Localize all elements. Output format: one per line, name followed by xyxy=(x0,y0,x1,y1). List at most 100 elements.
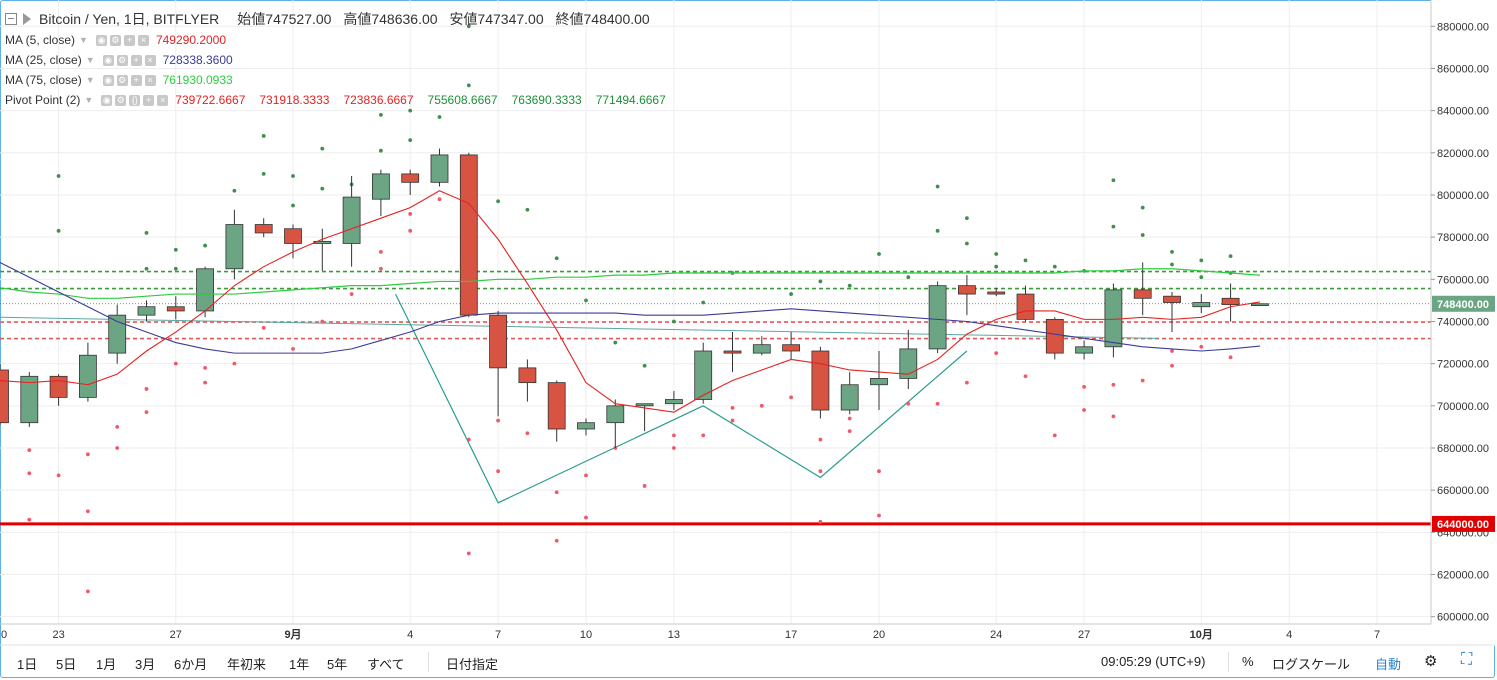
candle[interactable] xyxy=(1045,317,1064,360)
chevron-down-icon[interactable]: ▼ xyxy=(85,55,95,65)
level-label: 644000.00 xyxy=(1437,519,1489,531)
candle[interactable] xyxy=(782,332,800,360)
eye-icon[interactable]: ◉ xyxy=(95,34,107,46)
candle[interactable] xyxy=(928,281,947,354)
candle[interactable] xyxy=(958,275,976,316)
pivot-dot xyxy=(144,410,149,415)
candle[interactable] xyxy=(1221,283,1240,322)
range-1d-button[interactable]: 1日 xyxy=(17,657,38,672)
pivot-dot xyxy=(965,216,969,221)
legend-pivot: Pivot Point (2) ▼ ◉ ⚙{} + × 739722.6667 731… xyxy=(5,93,676,107)
pivot-dot xyxy=(613,340,618,345)
candle[interactable] xyxy=(371,169,390,217)
close-icon[interactable]: × xyxy=(144,74,156,86)
pivot-dot xyxy=(320,186,325,191)
candle[interactable] xyxy=(49,374,68,406)
collapse-icon[interactable] xyxy=(5,13,17,25)
candle[interactable] xyxy=(313,228,332,271)
eye-icon[interactable]: ◉ xyxy=(101,94,113,106)
plus-icon[interactable]: + xyxy=(130,54,142,66)
candle[interactable] xyxy=(20,372,39,427)
candle[interactable] xyxy=(987,287,1006,297)
candle[interactable] xyxy=(1016,285,1035,322)
candle[interactable] xyxy=(518,359,537,402)
range-3m-button[interactable]: 3月 xyxy=(135,657,156,672)
candle[interactable] xyxy=(79,342,97,402)
candle[interactable] xyxy=(225,209,244,280)
plus-icon[interactable]: + xyxy=(130,74,142,86)
plus-icon[interactable]: + xyxy=(123,34,135,46)
candle[interactable] xyxy=(1163,291,1181,333)
candle[interactable] xyxy=(840,372,859,415)
candle[interactable] xyxy=(870,351,888,411)
range-ytd-button[interactable]: 年初来 xyxy=(227,657,267,672)
pivot-dot xyxy=(144,231,149,235)
zigzag-line[interactable] xyxy=(395,293,968,504)
range-5d-button[interactable]: 5日 xyxy=(56,657,77,672)
candle[interactable] xyxy=(137,300,156,322)
eye-icon[interactable]: ◉ xyxy=(102,74,114,86)
price-chart[interactable]: 600000.00620000.00640000.00660000.006800… xyxy=(0,0,1497,646)
candles[interactable] xyxy=(0,148,1269,448)
legend-value: 731918.3333 xyxy=(259,93,330,107)
range-1m-button[interactable]: 1月 xyxy=(96,657,117,672)
candle[interactable] xyxy=(606,399,625,448)
gear-icon[interactable]: ⚙ xyxy=(109,34,121,46)
eye-icon[interactable]: ◉ xyxy=(102,54,114,66)
candle[interactable] xyxy=(489,310,508,417)
candle[interactable] xyxy=(1075,340,1093,360)
fullscreen-icon[interactable]: ⛶ xyxy=(1461,651,1473,668)
trend-line[interactable] xyxy=(395,293,968,504)
chevron-down-icon[interactable]: ▼ xyxy=(84,95,94,105)
candle[interactable] xyxy=(401,169,420,195)
candle[interactable] xyxy=(577,418,595,436)
time-axis[interactable]: 0 23 27 9月 4 7 10 13 17 20 24 27 10月 4 7 xyxy=(0,623,1495,646)
plus-icon[interactable]: + xyxy=(143,94,155,106)
close-icon[interactable]: × xyxy=(137,34,149,46)
candle[interactable] xyxy=(430,148,449,187)
date-range-button[interactable]: 日付指定 xyxy=(446,657,499,672)
gear-icon[interactable]: ⚙ xyxy=(116,54,128,66)
range-1y-button[interactable]: 1年 xyxy=(289,657,310,672)
candle[interactable] xyxy=(1192,294,1211,314)
close-icon[interactable]: × xyxy=(144,54,156,66)
candle[interactable] xyxy=(547,380,566,442)
price-axis[interactable]: 600000.00620000.00640000.00660000.006800… xyxy=(1430,0,1497,646)
candle[interactable] xyxy=(166,296,185,320)
pivot-dot xyxy=(408,138,413,143)
candle[interactable] xyxy=(723,332,742,373)
candle[interactable] xyxy=(459,152,478,318)
candle[interactable] xyxy=(196,266,215,318)
auto-scale-toggle[interactable]: 自動 xyxy=(1375,657,1402,672)
candle[interactable] xyxy=(254,218,273,238)
candle[interactable] xyxy=(811,346,830,419)
candle[interactable] xyxy=(899,329,918,389)
candle[interactable] xyxy=(284,224,302,259)
candle[interactable] xyxy=(0,363,9,425)
candle-body xyxy=(79,354,97,398)
pivot-dot xyxy=(379,266,383,271)
log-scale-toggle[interactable]: ログスケール xyxy=(1272,657,1351,672)
candle[interactable] xyxy=(752,336,771,356)
chevron-down-icon[interactable]: ▼ xyxy=(79,35,88,45)
candle[interactable] xyxy=(1251,303,1269,307)
gear-icon[interactable]: ⚙ xyxy=(1424,653,1438,670)
candle[interactable] xyxy=(694,342,713,404)
braces-icon[interactable]: {} xyxy=(129,94,141,106)
range-all-button[interactable]: すべて xyxy=(367,657,405,672)
candle[interactable] xyxy=(1104,283,1123,358)
range-6m-button[interactable]: 6か月 xyxy=(174,657,208,672)
range-5y-button[interactable]: 5年 xyxy=(327,657,348,672)
gear-icon[interactable]: ⚙ xyxy=(116,74,128,86)
candle[interactable] xyxy=(342,176,361,267)
candle[interactable] xyxy=(108,304,127,364)
close-icon[interactable]: × xyxy=(157,94,169,106)
candle[interactable] xyxy=(665,391,683,411)
percent-toggle[interactable]: % xyxy=(1242,654,1254,669)
pivot-dot xyxy=(86,452,90,457)
price-tick-label: 720000.00 xyxy=(1437,359,1489,371)
candle[interactable] xyxy=(1133,262,1152,316)
chevron-down-icon[interactable]: ▼ xyxy=(85,75,95,85)
gear-icon[interactable]: ⚙ xyxy=(115,94,127,106)
pivot-dot xyxy=(86,589,90,594)
